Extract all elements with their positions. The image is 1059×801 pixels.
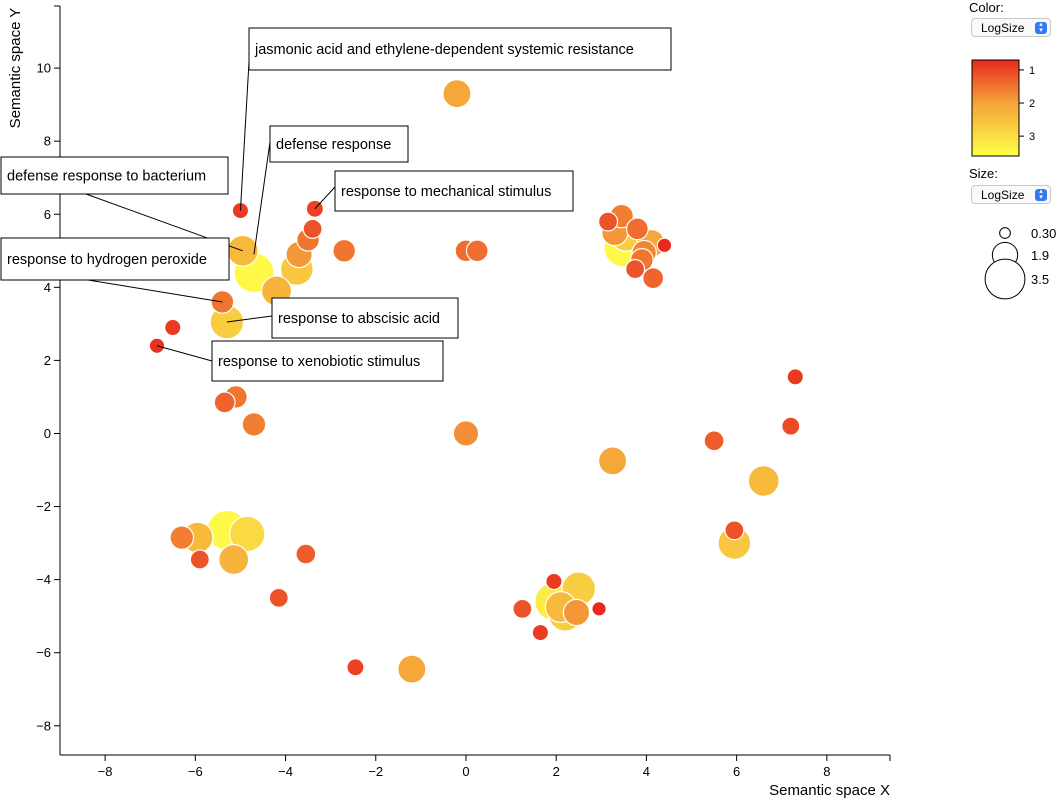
- data-point[interactable]: [228, 515, 266, 553]
- y-axis-title: Semantic space Y: [7, 8, 24, 129]
- data-point[interactable]: [531, 623, 550, 642]
- data-point[interactable]: [346, 658, 365, 677]
- data-point[interactable]: [781, 416, 801, 436]
- data-point[interactable]: [189, 549, 210, 570]
- size-legend-circle: [984, 258, 1026, 300]
- legend: 1 2 3 0.30 1.9 3.5: [971, 59, 1056, 300]
- data-point[interactable]: [656, 237, 673, 254]
- y-tick-label: 4: [44, 280, 51, 295]
- data-point[interactable]: [169, 525, 195, 550]
- callout-box: [271, 297, 459, 339]
- color-control-label: Color:: [969, 0, 1004, 15]
- color-scale-bar: [971, 59, 1020, 157]
- x-tick-label: 0: [462, 764, 469, 779]
- y-tick-label: 6: [44, 207, 51, 222]
- data-point[interactable]: [268, 587, 289, 608]
- data-point[interactable]: [465, 239, 489, 263]
- x-tick-label: 6: [733, 764, 740, 779]
- callout-label: response to hydrogen peroxide: [7, 252, 207, 268]
- y-tick-label: −4: [36, 572, 51, 587]
- size-legend-label: 0.30: [1031, 226, 1056, 241]
- callout-box: [0, 156, 229, 195]
- callout-label: response to mechanical stimulus: [341, 184, 551, 200]
- y-tick-label: 10: [37, 61, 51, 76]
- size-legend-label: 1.9: [1031, 248, 1049, 263]
- y-tick-label: −2: [36, 499, 51, 514]
- callout-label: response to xenobiotic stimulus: [218, 354, 420, 370]
- data-point[interactable]: [598, 211, 619, 232]
- color-scale-tick-label: 3: [1029, 131, 1035, 143]
- data-point[interactable]: [442, 79, 472, 109]
- data-point[interactable]: [218, 544, 250, 576]
- data-point[interactable]: [164, 318, 182, 337]
- select-chevron-icon: ▴ ▾: [1035, 21, 1047, 34]
- data-point[interactable]: [332, 238, 357, 263]
- data-point[interactable]: [545, 572, 563, 591]
- data-point[interactable]: [148, 337, 166, 355]
- y-tick-label: 8: [44, 134, 51, 149]
- data-point[interactable]: [703, 430, 725, 452]
- annotation-callouts: jasmonic acid and ethylene-dependent sys…: [0, 27, 672, 382]
- callout-box: [211, 340, 444, 382]
- callout-label: defense response to bacterium: [7, 169, 206, 185]
- data-point[interactable]: [241, 412, 267, 437]
- data-point[interactable]: [591, 601, 607, 617]
- callout-box: [269, 125, 409, 163]
- color-scale-tick-label: 1: [1029, 65, 1035, 77]
- data-point[interactable]: [625, 217, 649, 241]
- color-select[interactable]: LogSize ▴ ▾: [971, 18, 1051, 37]
- size-legend-label: 3.5: [1031, 272, 1049, 287]
- callout-label: jasmonic acid and ethylene-dependent sys…: [254, 42, 634, 58]
- x-tick-label: −2: [368, 764, 383, 779]
- data-point[interactable]: [562, 598, 591, 627]
- size-select[interactable]: LogSize ▴ ▾: [971, 185, 1051, 204]
- data-point[interactable]: [625, 259, 646, 280]
- callout-label: response to abscisic acid: [278, 311, 440, 327]
- y-tick-label: −8: [36, 718, 51, 733]
- data-point[interactable]: [597, 446, 628, 476]
- x-axis-title: Semantic space X: [769, 782, 890, 799]
- data-point[interactable]: [747, 465, 780, 497]
- data-point[interactable]: [512, 598, 533, 619]
- x-tick-label: −4: [278, 764, 293, 779]
- data-point[interactable]: [295, 543, 317, 565]
- x-tick-label: −6: [188, 764, 203, 779]
- callout-leader-line: [239, 61, 250, 211]
- size-control-label: Size:: [969, 166, 998, 181]
- color-select-value: LogSize: [981, 21, 1025, 35]
- x-tick-label: 2: [553, 764, 560, 779]
- callout-leader-line: [87, 279, 223, 303]
- y-tick-label: −6: [36, 645, 51, 660]
- callout-box: [0, 237, 230, 281]
- callout-leader-line: [253, 141, 271, 255]
- callout-box: [248, 27, 672, 71]
- axes: −8 −6 −4 −2 0 2 4 6 8 −8 −6 −4 −2 0 2 4 6 8 10: [36, 5, 891, 779]
- callout-box: [334, 170, 574, 212]
- color-scale-tick-label: 2: [1029, 98, 1035, 110]
- size-legend-circle: [999, 227, 1011, 239]
- callout-leader-line: [314, 186, 336, 210]
- x-tick-label: 4: [643, 764, 650, 779]
- callout-leader-line: [226, 315, 273, 323]
- y-tick-label: 0: [44, 426, 51, 441]
- x-tick-label: 8: [823, 764, 830, 779]
- data-point[interactable]: [213, 391, 236, 414]
- callout-leader-line: [156, 345, 213, 362]
- callout-label: defense response: [276, 137, 391, 153]
- x-tick-label: −8: [98, 764, 113, 779]
- data-point[interactable]: [642, 267, 665, 290]
- y-tick-label: 2: [44, 353, 51, 368]
- size-select-value: LogSize: [981, 188, 1025, 202]
- data-point[interactable]: [724, 520, 745, 541]
- select-chevron-icon: ▴ ▾: [1035, 188, 1047, 201]
- data-point[interactable]: [397, 654, 427, 684]
- data-point[interactable]: [786, 368, 804, 386]
- data-point[interactable]: [452, 420, 480, 447]
- data-point[interactable]: [302, 218, 323, 239]
